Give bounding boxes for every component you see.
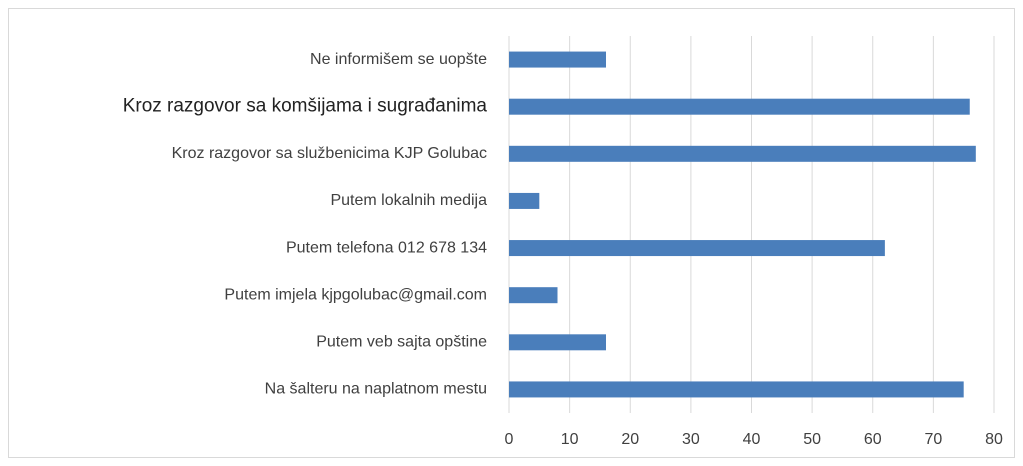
x-tick-label: 20 bbox=[621, 431, 639, 448]
x-tick-label: 60 bbox=[864, 431, 882, 448]
y-tick-label: Ne informišem se uopšte bbox=[310, 51, 487, 68]
bar bbox=[509, 240, 885, 257]
x-tick-label: 30 bbox=[682, 431, 700, 448]
bar bbox=[509, 192, 540, 209]
bar bbox=[509, 334, 606, 351]
y-tick-label: Putem veb sajta opštine bbox=[316, 334, 487, 351]
y-tick-label: Kroz razgovor sa službenicima KJP Goluba… bbox=[172, 145, 487, 162]
y-tick-label: Putem lokalnih medija bbox=[330, 192, 487, 209]
bar bbox=[509, 145, 976, 162]
y-tick-label: Kroz razgovor sa komšijama i sugrađanima bbox=[123, 96, 488, 117]
x-tick-label: 50 bbox=[803, 431, 821, 448]
x-tick-label: 10 bbox=[561, 431, 579, 448]
bar bbox=[509, 51, 606, 68]
bar bbox=[509, 287, 558, 304]
x-tick-label: 40 bbox=[743, 431, 761, 448]
x-tick-label: 0 bbox=[505, 431, 514, 448]
bar bbox=[509, 98, 970, 115]
bar bbox=[509, 381, 964, 398]
y-tick-label: Putem telefona 012 678 134 bbox=[286, 239, 487, 256]
y-tick-label: Putem imjela kjpgolubac@gmail.com bbox=[224, 286, 487, 303]
y-tick-label: Na šalteru na naplatnom mestu bbox=[265, 381, 487, 398]
x-tick-label: 70 bbox=[924, 431, 942, 448]
x-tick-label: 80 bbox=[985, 431, 1003, 448]
